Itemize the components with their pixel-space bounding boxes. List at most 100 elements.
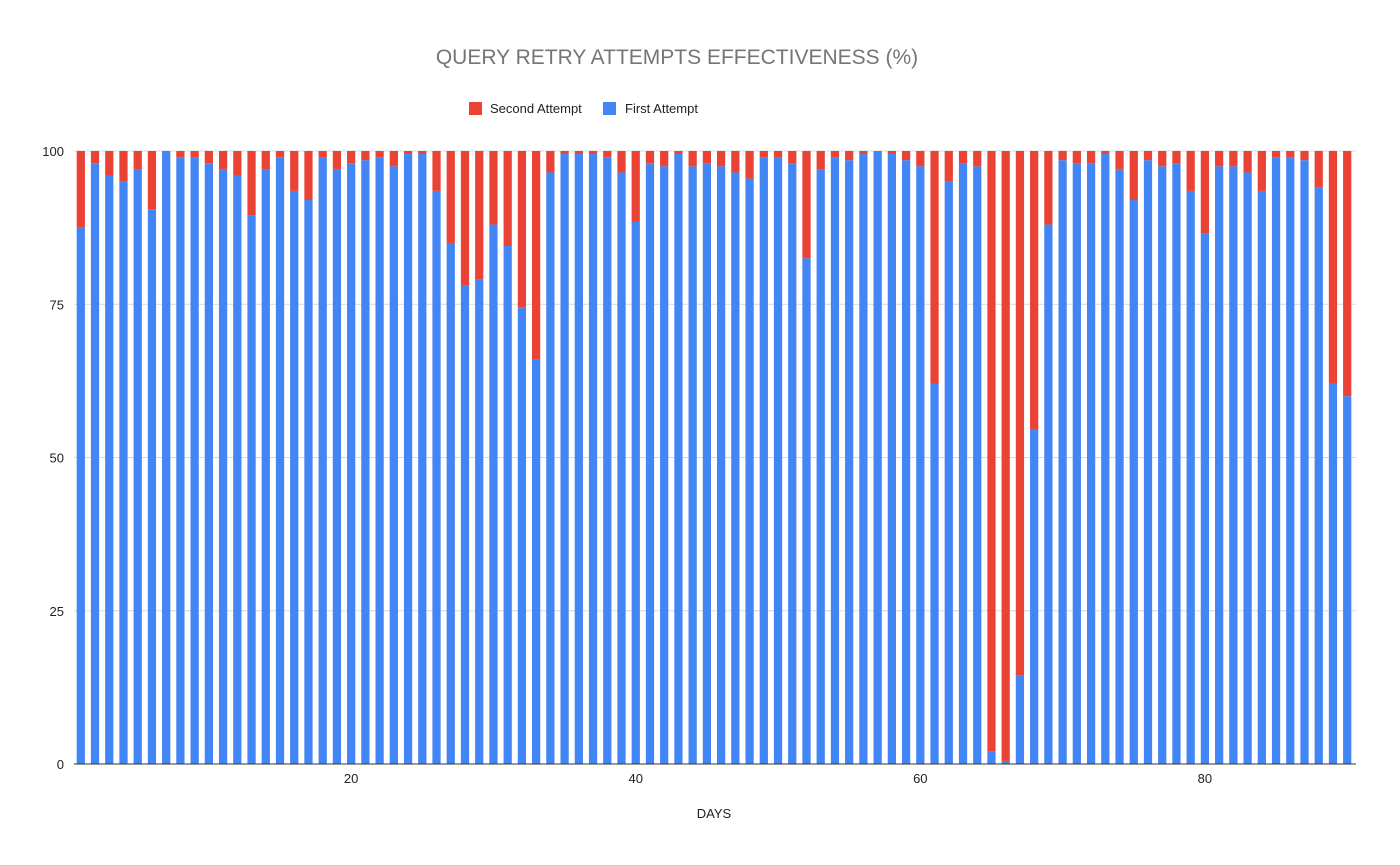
bar-first-attempt-57 (873, 151, 882, 764)
bar-second-attempt-90 (1343, 151, 1352, 397)
y-tick-label-50: 50 (50, 451, 64, 466)
bar-second-attempt-12 (233, 151, 242, 176)
bar-first-attempt-43 (674, 154, 683, 764)
bar-first-attempt-50 (773, 157, 783, 764)
bar-first-attempt-29 (475, 279, 484, 764)
bar-second-attempt-17 (304, 151, 313, 201)
y-tick-label-25: 25 (50, 604, 64, 619)
bar-first-attempt-49 (759, 157, 768, 764)
bar-first-attempt-32 (517, 307, 527, 764)
bar-second-attempt-43 (674, 151, 683, 155)
bar-second-attempt-88 (1314, 151, 1323, 188)
bar-first-attempt-12 (233, 175, 242, 764)
y-tick-label-100: 100 (42, 144, 64, 159)
bar-first-attempt-85 (1271, 157, 1281, 764)
bar-second-attempt-14 (261, 151, 270, 170)
bar-second-attempt-71 (1072, 151, 1081, 164)
bar-second-attempt-47 (731, 151, 740, 173)
bar-first-attempt-47 (731, 172, 740, 764)
bar-first-attempt-35 (560, 154, 569, 764)
bar-first-attempt-3 (105, 175, 114, 764)
bar-first-attempt-5 (133, 169, 142, 764)
bar-first-attempt-16 (290, 190, 299, 765)
bar-first-attempt-69 (1044, 224, 1053, 764)
bar-second-attempt-18 (318, 151, 327, 158)
bar-first-attempt-18 (318, 157, 327, 764)
bar-first-attempt-70 (1058, 160, 1067, 764)
bar-first-attempt-46 (716, 166, 726, 764)
bar-first-attempt-76 (1143, 160, 1153, 764)
bar-first-attempt-41 (645, 163, 655, 764)
bar-second-attempt-39 (617, 151, 626, 173)
bar-first-attempt-45 (702, 163, 712, 764)
bar-second-attempt-89 (1328, 151, 1338, 384)
bar-first-attempt-34 (546, 172, 555, 764)
bar-second-attempt-30 (489, 151, 498, 225)
bar-first-attempt-58 (887, 154, 896, 764)
bar-first-attempt-67 (1015, 675, 1025, 764)
gridlines (74, 150, 1356, 612)
bar-second-attempt-85 (1271, 151, 1281, 158)
bar-first-attempt-22 (375, 157, 384, 764)
bar-second-attempt-25 (418, 151, 427, 155)
bar-first-attempt-53 (816, 169, 825, 764)
bar-second-attempt-65 (987, 151, 996, 752)
bar-first-attempt-77 (1158, 166, 1167, 764)
x-tick-label-40: 40 (629, 771, 643, 786)
bar-first-attempt-48 (745, 178, 754, 764)
bar-second-attempt-60 (916, 151, 925, 167)
bar-second-attempt-6 (147, 151, 157, 210)
bar-second-attempt-5 (133, 151, 142, 170)
bar-second-attempt-70 (1058, 151, 1067, 161)
bar-second-attempt-54 (830, 151, 840, 158)
y-axis-ticks: 0 25 50 75 100 (42, 144, 64, 772)
bar-first-attempt-66 (1001, 760, 1010, 764)
bar-first-attempt-59 (901, 160, 911, 764)
legend-swatch-first-attempt (603, 102, 616, 115)
bar-first-attempt-9 (190, 157, 199, 764)
bar-second-attempt-48 (745, 151, 754, 179)
bar-first-attempt-19 (332, 169, 342, 764)
bar-second-attempt-82 (1229, 151, 1238, 167)
bar-second-attempt-26 (432, 151, 441, 191)
bar-first-attempt-90 (1343, 396, 1352, 764)
bar-first-attempt-15 (275, 157, 285, 764)
bar-second-attempt-15 (275, 151, 285, 158)
bar-second-attempt-69 (1044, 151, 1053, 225)
bar-second-attempt-19 (332, 151, 342, 170)
bar-first-attempt-37 (588, 154, 598, 764)
bar-second-attempt-77 (1158, 151, 1167, 167)
x-axis-label: DAYS (697, 806, 732, 821)
bar-second-attempt-52 (802, 151, 811, 259)
bar-first-attempt-61 (930, 383, 939, 764)
bar-first-attempt-51 (788, 163, 797, 764)
bar-first-attempt-64 (973, 166, 982, 764)
bar-first-attempt-82 (1229, 166, 1238, 764)
bar-first-attempt-74 (1115, 169, 1124, 764)
bar-second-attempt-27 (446, 151, 455, 243)
bar-second-attempt-62 (944, 151, 953, 182)
bar-second-attempt-21 (361, 151, 370, 161)
bar-second-attempt-58 (887, 151, 896, 155)
bar-first-attempt-79 (1186, 190, 1195, 765)
y-tick-label-75: 75 (50, 297, 64, 312)
bar-second-attempt-61 (930, 151, 939, 384)
bar-second-attempt-73 (1101, 151, 1110, 155)
bar-first-attempt-20 (347, 163, 356, 764)
bar-first-attempt-28 (460, 285, 470, 764)
bar-second-attempt-56 (859, 151, 868, 155)
bar-first-attempt-6 (147, 209, 157, 765)
bar-second-attempt-78 (1172, 151, 1181, 164)
bar-second-attempt-41 (645, 151, 655, 164)
x-tick-label-80: 80 (1198, 771, 1212, 786)
bar-second-attempt-64 (973, 151, 982, 167)
bar-first-attempt-83 (1243, 172, 1252, 764)
legend-label-second-attempt: Second Attempt (490, 101, 582, 116)
bar-first-attempt-10 (204, 163, 213, 764)
bar-second-attempt-83 (1243, 151, 1252, 173)
bar-first-attempt-86 (1286, 157, 1295, 764)
bar-second-attempt-16 (290, 151, 299, 191)
bar-second-attempt-40 (631, 151, 640, 222)
bar-first-attempt-11 (218, 169, 228, 764)
bar-first-attempt-71 (1072, 163, 1081, 764)
